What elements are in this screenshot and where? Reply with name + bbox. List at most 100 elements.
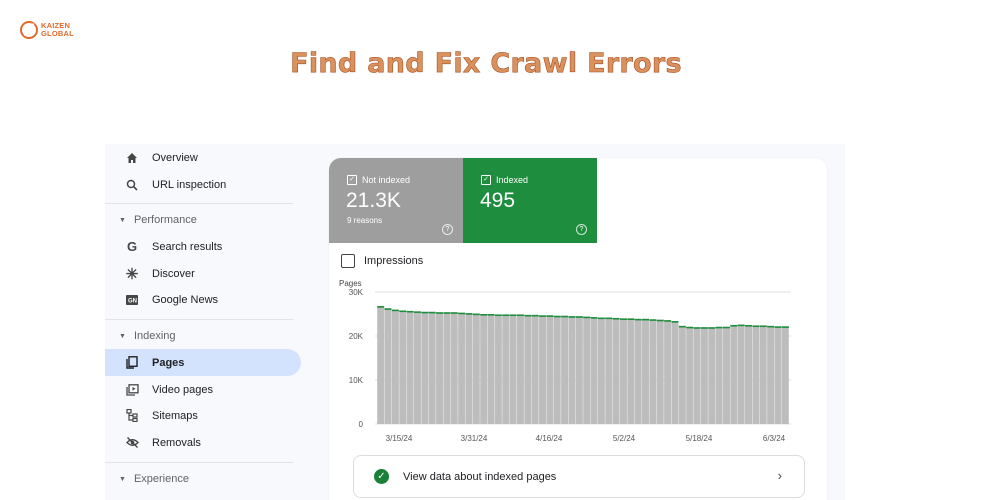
sidebar-section-performance[interactable]: ▼ Performance (119, 214, 197, 226)
chart-bar (664, 320, 672, 424)
chart-bar (634, 318, 642, 424)
chart-bar-indexed (649, 319, 657, 321)
chart-bar-indexed (531, 314, 539, 317)
not-indexed-tile[interactable]: ✓ Not indexed 21.3K 9 reasons ? (329, 158, 463, 243)
chart-bar-indexed (546, 315, 554, 317)
chart-bar (686, 326, 694, 424)
chart-bar-indexed (377, 306, 385, 308)
chart-bar (509, 314, 517, 424)
chart-bar-indexed (487, 314, 495, 316)
chart-bar (391, 309, 399, 424)
section-label: Indexing (133, 330, 176, 342)
chart-bar-indexed (708, 327, 716, 329)
help-icon[interactable]: ? (442, 224, 453, 235)
checkbox-unchecked-icon[interactable] (341, 254, 355, 268)
sidebar-item-url-inspection[interactable]: URL inspection (105, 171, 301, 198)
chart-bar (487, 314, 495, 424)
chart-bar (730, 325, 738, 424)
chart-bar-indexed (634, 318, 642, 321)
x-tick-label: 3/15/24 (386, 434, 413, 443)
chart-bar-indexed (722, 326, 730, 329)
chart-bar (752, 325, 760, 424)
sidebar-item-sitemaps[interactable]: Sitemaps (105, 402, 301, 429)
chart-bar-indexed (509, 314, 517, 317)
x-tick-label: 3/31/24 (461, 434, 488, 443)
tile-header: ✓ Indexed (481, 175, 528, 185)
chart-bar-indexed (664, 320, 672, 322)
pages-icon (125, 356, 139, 370)
chart-bar (627, 318, 635, 424)
sidebar-item-video-pages[interactable]: Video pages (105, 376, 301, 403)
chart-bar-indexed (656, 319, 664, 322)
sidebar-divider (105, 203, 293, 204)
sidebar-item-search-results[interactable]: G Search results (105, 233, 301, 260)
sidebar-item-overview[interactable]: Overview (105, 144, 301, 171)
cta-label: View data about indexed pages (403, 470, 557, 483)
chart-bar-indexed (590, 317, 598, 319)
sidebar-divider (105, 319, 293, 320)
chart-bar (539, 315, 547, 424)
chart-bar (759, 325, 767, 424)
search-console-screenshot: Overview URL inspection ▼ Performance G … (105, 144, 845, 500)
sidebar-item-label: Search results (152, 240, 223, 253)
checkbox-checked-icon: ✓ (347, 175, 357, 185)
chart-bar-indexed (774, 326, 782, 328)
chart-bar-indexed (553, 315, 561, 318)
chart-bar-indexed (465, 313, 473, 315)
tile-label: Not indexed (362, 175, 411, 185)
chart-bar-indexed (642, 318, 650, 321)
logo-line1: KAIZEN (41, 21, 71, 30)
chart-bar-indexed (627, 318, 635, 320)
kaizen-global-logo: KAIZEN GLOBAL (20, 20, 74, 40)
caret-down-icon: ▼ (119, 475, 126, 483)
chart-bar-indexed (745, 325, 753, 327)
eye-off-icon (125, 436, 139, 450)
chart-bar-indexed (428, 311, 436, 314)
chart-bar-indexed (597, 317, 605, 320)
sidebar-item-label: Pages (152, 356, 185, 369)
chart-bar (605, 317, 613, 424)
chevron-right-icon: › (777, 468, 782, 483)
sidebar-item-google-news[interactable]: GN Google News (105, 286, 301, 313)
chart-bar (436, 312, 444, 424)
sidebar-item-label: Google News (152, 293, 219, 306)
chart-bar (428, 311, 436, 424)
view-indexed-pages-button[interactable]: ✓ View data about indexed pages › (353, 455, 805, 498)
sidebar-item-pages[interactable]: Pages (105, 349, 301, 376)
chart-bar (671, 321, 679, 424)
indexed-tile[interactable]: ✓ Indexed 495 ? (463, 158, 597, 243)
chart-bar-indexed (619, 318, 627, 320)
chart-bar-indexed (436, 312, 444, 314)
chart-bar-indexed (767, 325, 775, 328)
chart-bar (553, 315, 561, 424)
chart-bar-indexed (472, 313, 480, 316)
section-label: Performance (133, 214, 197, 226)
checkbox-checked-icon: ✓ (481, 175, 491, 185)
chart-bar-indexed (502, 314, 510, 317)
sidebar-section-indexing[interactable]: ▼ Indexing (119, 330, 176, 342)
chart-bar (458, 312, 466, 424)
sidebar-item-label: Removals (152, 436, 201, 449)
help-icon[interactable]: ? (576, 224, 587, 235)
asterisk-icon: ✳ (125, 265, 139, 283)
section-label: Experience (133, 473, 189, 485)
chart-bar (693, 327, 701, 424)
chart-bar (583, 316, 591, 424)
chart-bar (737, 324, 745, 424)
sidebar-item-label: Overview (152, 151, 198, 164)
chart-bar (575, 316, 583, 424)
chart-bar (612, 317, 620, 424)
search-icon (125, 178, 139, 192)
chart-bar-indexed (399, 310, 407, 313)
sidebar-item-discover[interactable]: ✳ Discover (105, 260, 301, 287)
pages-report-panel: ✓ Not indexed 21.3K 9 reasons ? ✓ Indexe… (329, 158, 827, 500)
y-tick-label: 20K (349, 332, 364, 341)
x-tick-label: 6/3/24 (763, 434, 786, 443)
sidebar-item-removals[interactable]: Removals (105, 429, 301, 456)
pages-chart: Pages 0 10K 20K 30K 3/15/24 3/31/24 4/16/24 5/2/… (329, 279, 827, 450)
impressions-toggle[interactable]: Impressions (341, 254, 423, 268)
chart-bar (384, 308, 392, 424)
sidebar-section-experience[interactable]: ▼ Experience (119, 473, 189, 485)
chart-bar-indexed (678, 325, 686, 328)
chart-bar (745, 325, 753, 424)
